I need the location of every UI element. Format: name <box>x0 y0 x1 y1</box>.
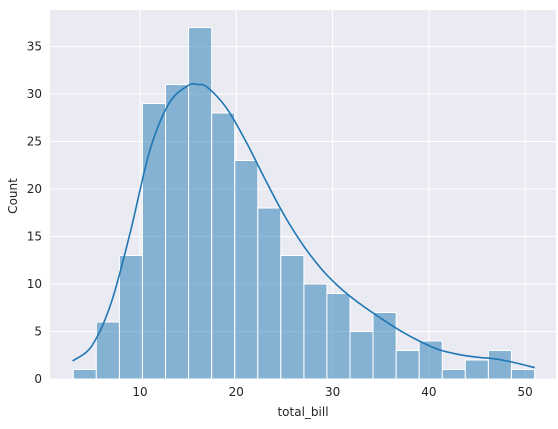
histogram-bar <box>141 103 167 380</box>
histogram-bar <box>510 369 536 380</box>
x-tick-label: 30 <box>325 385 340 399</box>
x-tick-label: 50 <box>518 385 533 399</box>
y-tick-label: 10 <box>27 277 42 291</box>
histogram-bar <box>303 283 328 380</box>
y-tick-label: 15 <box>27 230 42 244</box>
y-tick-label: 5 <box>34 325 42 339</box>
histogram-bar <box>372 312 397 380</box>
y-tick-label: 25 <box>27 135 42 149</box>
x-tick-label: 40 <box>421 385 436 399</box>
histogram-bar <box>211 112 236 380</box>
histogram-bar <box>165 84 190 380</box>
histogram-bar <box>395 350 420 380</box>
kde-curve <box>72 82 536 369</box>
y-axis-label: Count <box>6 178 20 214</box>
histogram-bar <box>487 350 512 380</box>
histogram-bar <box>280 255 305 380</box>
histogram-bar <box>349 331 374 380</box>
x-tick-labels: 10 20 30 40 50 <box>132 385 532 399</box>
histogram-bar <box>234 160 259 380</box>
histogram-bar <box>464 359 489 380</box>
x-tick-label: 20 <box>229 385 244 399</box>
histogram-bar <box>118 255 143 380</box>
y-tick-label: 0 <box>34 372 42 386</box>
y-tick-labels: 0 5 10 15 20 25 30 35 <box>27 40 42 386</box>
x-axis-label: total_bill <box>277 405 328 419</box>
histogram-bar <box>418 340 443 380</box>
histogram-bar <box>72 369 97 380</box>
histogram-bars <box>72 27 536 380</box>
y-tick-label: 20 <box>27 182 42 196</box>
y-tick-label: 35 <box>27 40 42 54</box>
histogram-bar <box>326 293 351 380</box>
y-tick-label: 30 <box>27 87 42 101</box>
histogram-bar <box>441 369 466 380</box>
histogram-bar <box>188 27 213 380</box>
histogram-bar <box>257 207 282 380</box>
x-tick-label: 10 <box>132 385 147 399</box>
